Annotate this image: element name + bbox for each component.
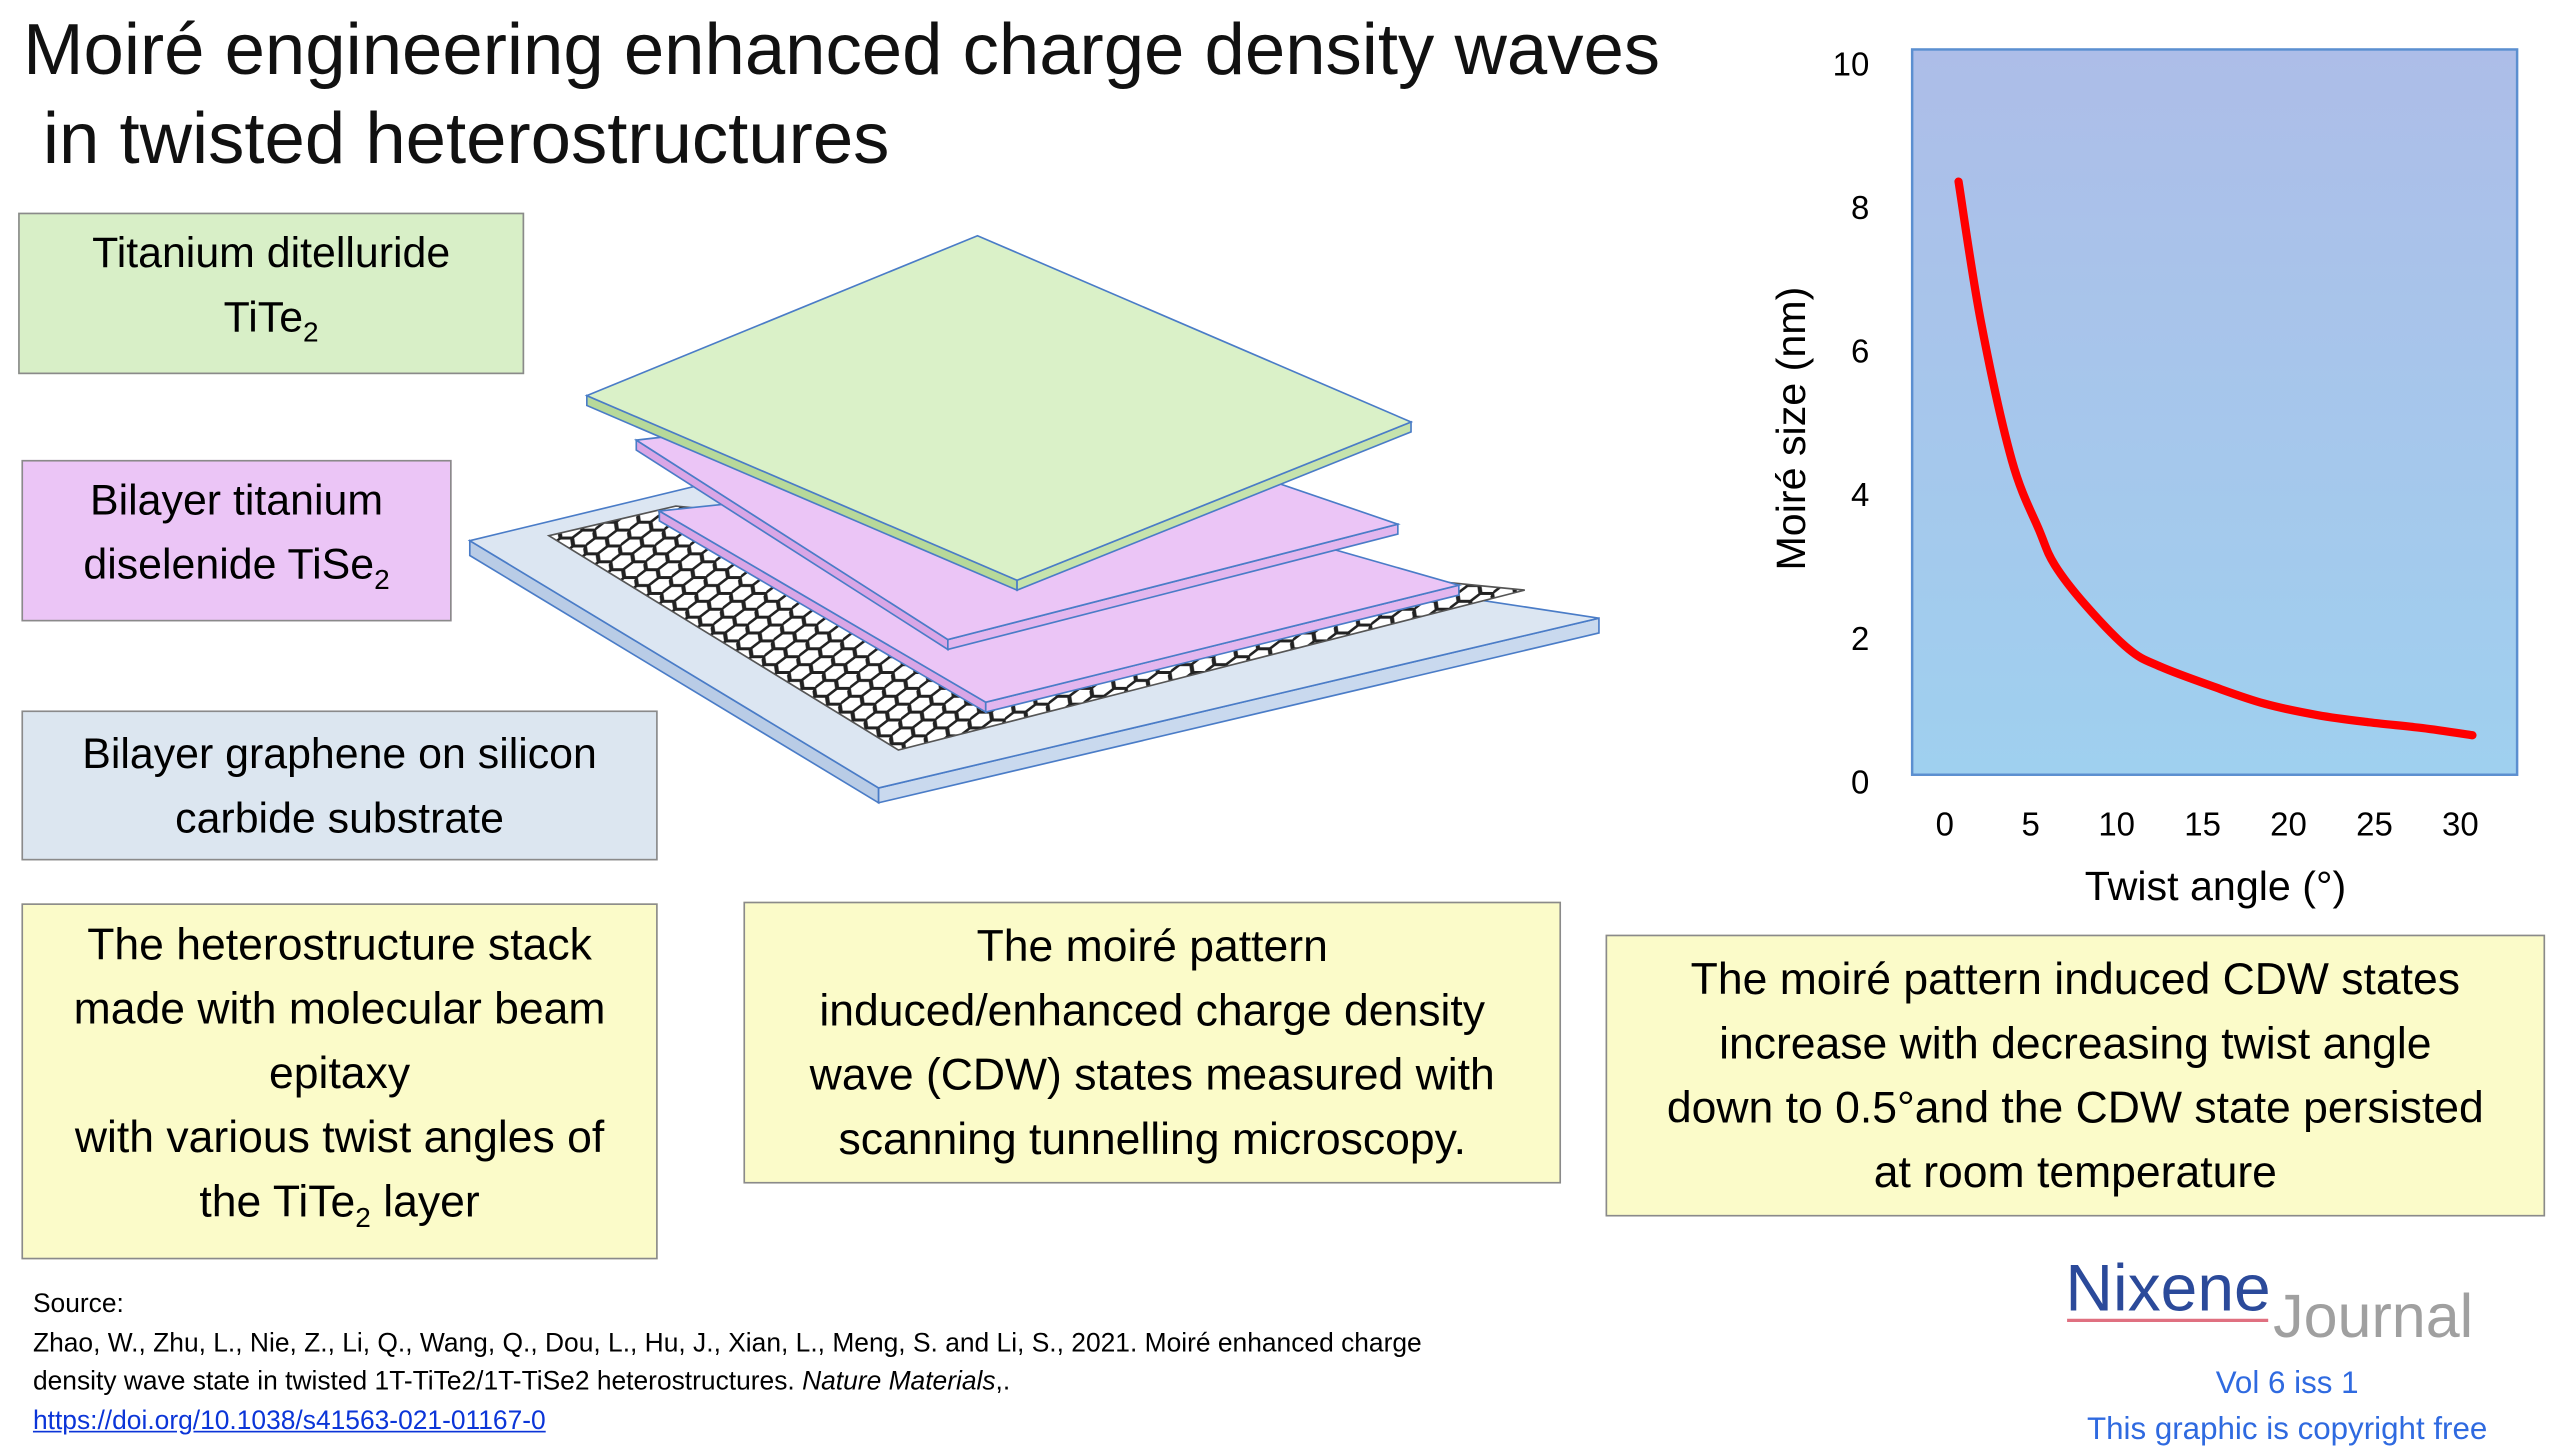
svg-text:Nixene: Nixene <box>2065 1250 2270 1324</box>
series-line <box>1954 177 2477 740</box>
x-axis-label: Twist angle (°) <box>2085 863 2346 909</box>
source-citation: Source: Zhao, W., Zhu, L., Nie, Z., Li, … <box>32 1290 1422 1435</box>
doi-link[interactable]: https://doi.org/10.1038/s41563-021-01167… <box>32 1406 546 1435</box>
note-stm-measurement: The moiré pattern induced/enhanced charge… <box>743 901 1562 1184</box>
x-tick-label: 5 <box>2022 806 2040 843</box>
y-tick-label: 4 <box>1851 476 1869 513</box>
plot-area <box>1910 48 2519 776</box>
moire-size-chart: 0 5 10 15 20 25 30 0 2 4 6 8 10 Twist angle (°) Moir… <box>1768 45 2519 909</box>
x-tick-label: 25 <box>2356 806 2393 843</box>
x-tick-label: 15 <box>2184 806 2221 843</box>
nixene-journal-logo: Nixene Journal <box>2065 1250 2473 1349</box>
label-tise2: Bilayer titanium diselenide TiSe2 <box>21 459 452 622</box>
y-tick-label: 2 <box>1851 620 1869 657</box>
note-result: The moiré pattern induced CDW states incr… <box>1605 934 2546 1217</box>
svg-text:Journal: Journal <box>2273 1282 2473 1350</box>
x-tick-label: 0 <box>1936 806 1954 843</box>
footer: Vol 6 iss 1 This graphic is copyright fr… <box>2086 1366 2488 1448</box>
y-tick-label: 8 <box>1851 189 1869 226</box>
y-tick-label: 0 <box>1851 763 1869 800</box>
y-tick-label: 6 <box>1851 333 1869 370</box>
y-axis-label: Moiré size (nm) <box>1768 287 1814 571</box>
x-tick-label: 10 <box>2098 806 2135 843</box>
label-tite2: Titanium ditelluride TiTe2 <box>18 212 525 375</box>
label-graphene-substrate: Bilayer graphene on silicon carbide subst… <box>21 710 658 861</box>
note-stack-growth: The heterostructure stack made with molec… <box>21 903 658 1260</box>
page-title: Moiré engineering enhanced charge densit… <box>23 9 1661 180</box>
tite2-layer <box>584 234 1414 592</box>
x-tick-label: 20 <box>2270 806 2307 843</box>
y-tick-label: 10 <box>1833 45 1870 82</box>
x-tick-label: 30 <box>2442 806 2479 843</box>
